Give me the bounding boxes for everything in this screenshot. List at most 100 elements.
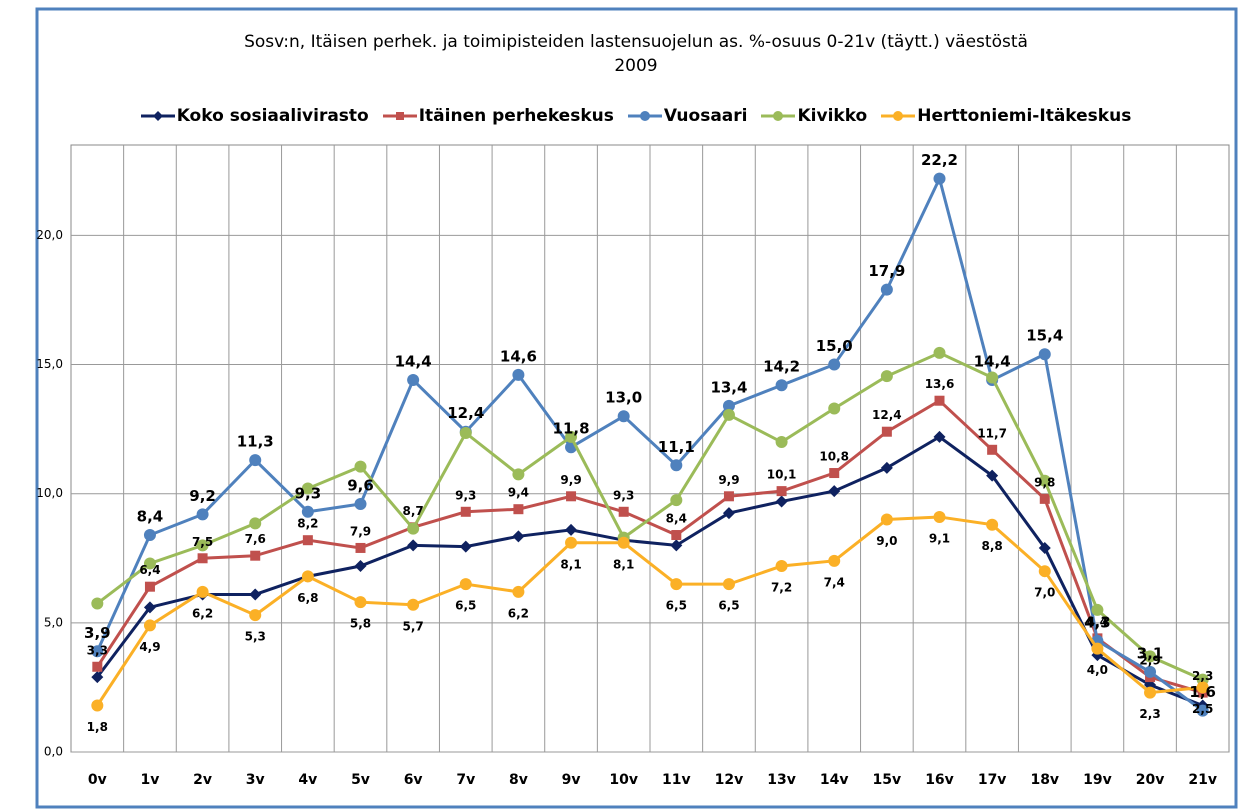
legend-swatch [881,111,916,121]
marker [893,111,904,121]
series-line [96,398,1204,695]
data-label: 9,3 [455,488,476,502]
x-tick-label: 18v [1030,772,1059,788]
legend-label: Koko sosiaalivirasto [176,106,369,126]
series-line [95,174,1204,712]
data-label: 4,4 [1087,615,1108,629]
data-label: 9,2 [189,487,216,505]
data-label: 3,3 [87,643,108,657]
marker [775,436,788,449]
marker [1038,541,1051,554]
legend-item: Vuosaari [627,106,748,126]
marker [143,601,156,614]
legend-item: Koko sosiaalivirasto [140,106,369,126]
legend-swatch [382,112,417,120]
marker [143,557,156,570]
marker [459,540,472,553]
marker [1144,650,1157,663]
marker [933,346,946,359]
marker [722,507,735,520]
marker [617,410,630,423]
marker [144,581,155,592]
marker [143,529,156,542]
marker [933,430,946,443]
data-label: 3,9 [84,624,111,642]
marker [566,491,577,502]
marker [197,553,208,564]
legend-label: Herttoniemi-Itäkeskus [917,106,1132,126]
y-tick-label: 10,0 [36,486,63,500]
data-label: 11,7 [977,426,1007,440]
data-label: 6,5 [666,599,687,613]
data-label: 9,8 [1034,475,1055,489]
series-line [96,351,1204,682]
marker [618,506,629,517]
marker [986,518,999,531]
x-tick-label: 13v [767,772,796,788]
series-line [96,515,1203,707]
marker [1039,493,1050,504]
x-tick-label: 21v [1188,772,1217,788]
marker [152,111,163,121]
data-label: 11,1 [658,438,695,456]
x-tick-label: 14v [820,772,849,788]
x-tick-label: 20v [1136,772,1165,788]
legend-label: Vuosaari [663,106,748,126]
legend-swatch [627,111,662,121]
data-label: 12,4 [447,404,484,422]
marker [880,513,893,526]
x-tick-label: 6v [404,772,423,788]
data-label: 9,3 [613,488,634,502]
marker [986,469,999,482]
data-label: 6,2 [508,606,529,620]
data-label: 4,0 [1087,663,1108,677]
data-label: 6,5 [455,599,476,613]
marker [671,530,682,541]
marker [249,517,262,530]
legend-swatch [761,111,796,121]
marker [723,491,734,502]
y-tick-label: 20,0 [36,228,63,242]
x-tick-label: 12v [715,772,744,788]
data-label: 8,1 [560,557,581,571]
x-tick-label: 10v [609,772,638,788]
data-label: 7,9 [350,524,371,538]
marker [934,395,945,406]
legend-item: Itäinen perhekeskus [382,106,614,126]
data-label: 14,4 [974,353,1011,371]
marker [91,645,104,658]
marker [513,504,524,515]
marker [354,596,367,609]
marker [512,530,525,543]
marker [512,368,525,381]
marker [196,508,209,521]
data-label: 11,3 [237,433,274,451]
data-label: 6,5 [718,599,739,613]
data-label: 13,4 [710,378,747,396]
data-label: 1,6 [1189,683,1216,701]
x-tick-label: 1v [141,772,160,788]
marker [1196,704,1209,717]
legend-item: Herttoniemi-Itäkeskus [881,106,1131,126]
marker [565,430,578,443]
y-tick-label: 0,0 [44,745,63,759]
marker [1196,681,1209,694]
marker [933,172,946,185]
marker [512,468,525,481]
x-tick-label: 2v [193,772,212,788]
marker [776,486,787,497]
marker [1038,474,1051,487]
data-label: 15,4 [1026,327,1063,345]
data-label: 14,4 [395,353,432,371]
data-label: 2,3 [1192,669,1213,683]
x-tick-label: 5v [351,772,370,788]
x-tick-label: 3v [246,772,265,788]
legend-item: Kivikko [761,106,867,126]
x-tick-label: 9v [562,772,581,788]
marker [986,371,999,384]
marker [933,510,946,523]
data-label: 6,8 [297,591,318,605]
marker [354,560,367,573]
marker [775,379,788,392]
